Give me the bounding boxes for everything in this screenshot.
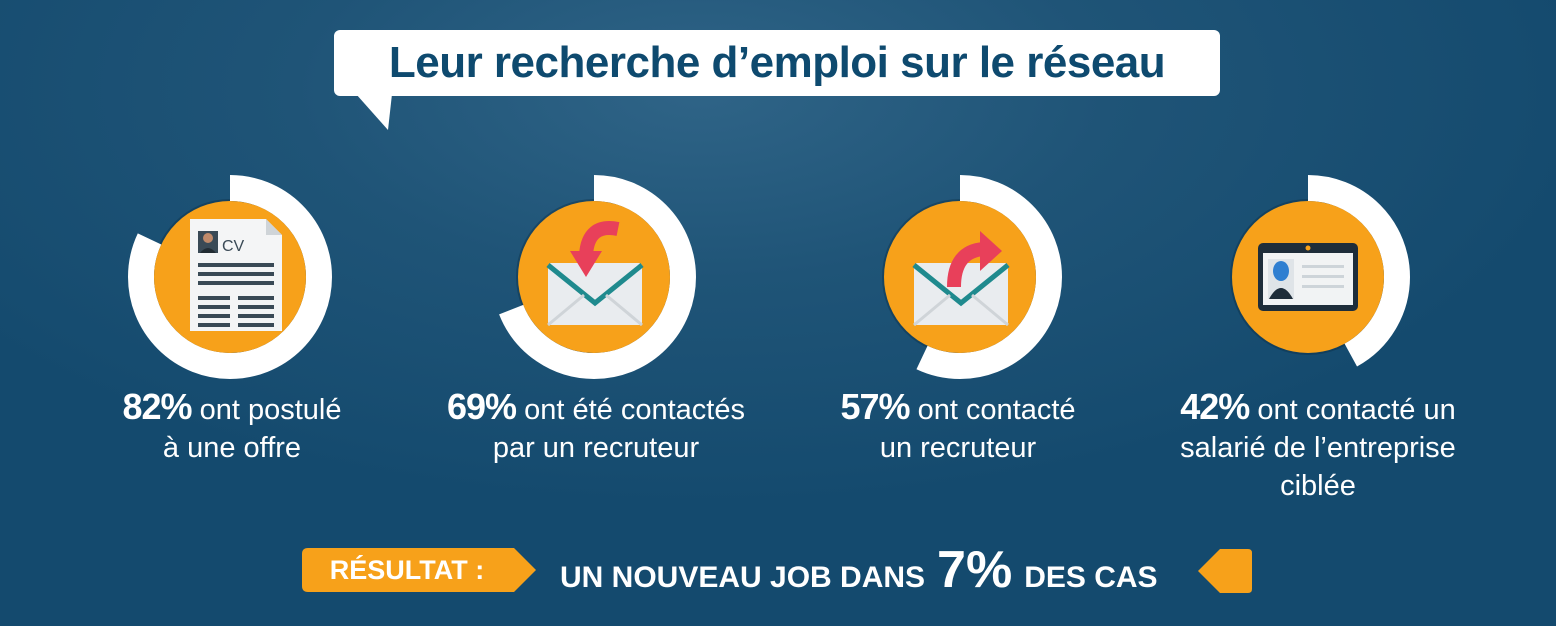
icon-circle	[518, 201, 670, 353]
result-text-after: DES CAS	[1024, 561, 1158, 594]
caption-line: salarié de l’entreprise	[1180, 432, 1456, 464]
caption-line: ont contacté	[917, 394, 1076, 426]
stat-contacted-employee	[1206, 175, 1410, 379]
icon-circle: CV	[154, 201, 306, 353]
result-statement: UN NOUVEAU JOB DANS 7% DES CAS	[560, 540, 1158, 600]
donut-arc	[1206, 175, 1410, 379]
result-end-tag	[1198, 549, 1252, 593]
result-label: RÉSULTAT :	[329, 554, 485, 585]
result-highlight: 7%	[937, 541, 1013, 599]
caption-line: à une offre	[162, 432, 302, 464]
title-bubble-tail	[356, 94, 392, 130]
caption-line: ont postulé	[199, 394, 342, 426]
caption-line: par un recruteur	[492, 432, 700, 464]
percent-value: 42%	[1180, 386, 1250, 427]
id-badge-icon	[1258, 243, 1358, 311]
caption-contacted-employee: 42% ont contacté un salarié de l’entrepr…	[1118, 388, 1518, 505]
percent-value: 82%	[122, 386, 192, 427]
result-text-before: UN NOUVEAU JOB DANS	[560, 561, 926, 594]
svg-text:CV: CV	[222, 238, 245, 255]
caption-contacted-by-recruiter: 69% ont été contactés par un recruteur	[396, 388, 796, 467]
caption-contacted-recruiter: 57% ont contacté un recruteur	[758, 388, 1158, 467]
caption-line: ciblée	[1280, 470, 1356, 502]
percent-value: 57%	[840, 386, 910, 427]
caption-line: ont contacté un	[1257, 394, 1456, 426]
icon-circle	[1232, 201, 1384, 353]
caption-line: ont été contactés	[524, 394, 745, 426]
donut-arc	[128, 175, 332, 379]
envelope-incoming-icon	[546, 221, 644, 327]
stat-applied: CV	[128, 175, 332, 379]
caption-applied: 82% ont postulé à une offre	[32, 388, 432, 467]
icon-circle	[884, 201, 1036, 353]
donut-arc	[858, 175, 1062, 379]
donut-arc	[492, 175, 696, 379]
stat-contacted-by-recruiter	[492, 175, 696, 379]
envelope-outgoing-icon	[912, 231, 1010, 327]
page-title: Leur recherche d’emploi sur le réseau	[388, 38, 1166, 87]
result-label-tag	[302, 548, 536, 592]
title-bubble: Leur recherche d’emploi sur le réseau	[334, 30, 1220, 96]
percent-value: 69%	[447, 386, 517, 427]
stat-contacted-recruiter	[858, 175, 1062, 379]
caption-line: un recruteur	[879, 432, 1037, 464]
cv-document-icon: CV	[190, 219, 282, 331]
